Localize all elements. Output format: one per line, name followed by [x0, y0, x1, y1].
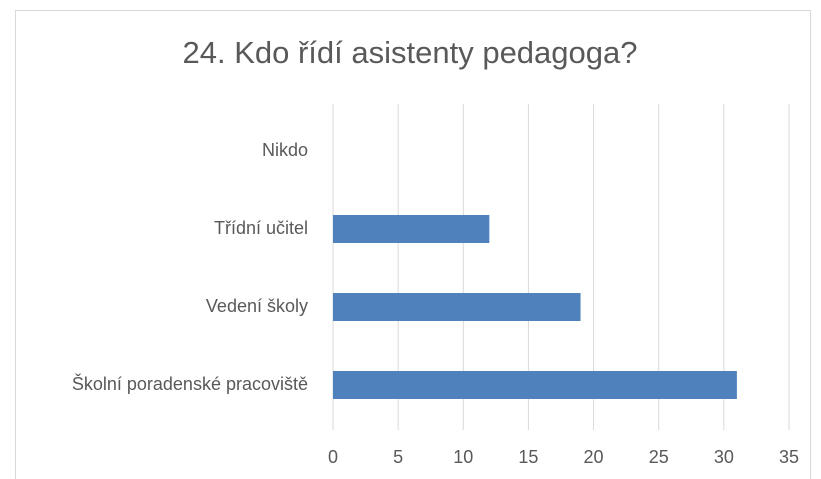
bar — [333, 215, 490, 243]
bar — [333, 293, 581, 321]
x-tick-label: 15 — [518, 447, 538, 467]
chart-title: 24. Kdo řídí asistenty pedagoga? — [183, 35, 638, 70]
y-tick-label: Školní poradenské pracoviště — [72, 373, 308, 394]
x-tick-label: 25 — [649, 447, 669, 467]
x-tick-label: 35 — [779, 447, 799, 467]
x-tick-label: 0 — [328, 447, 338, 467]
y-tick-label: Třídní učitel — [214, 218, 308, 238]
chart-border — [15, 10, 811, 479]
x-tick-label: 5 — [393, 447, 403, 467]
x-tick-label: 20 — [584, 447, 604, 467]
x-tick-label: 30 — [714, 447, 734, 467]
x-tick-label: 10 — [453, 447, 473, 467]
y-tick-label: Nikdo — [262, 140, 308, 160]
y-tick-label: Vedení školy — [206, 296, 308, 316]
bar — [333, 371, 737, 399]
